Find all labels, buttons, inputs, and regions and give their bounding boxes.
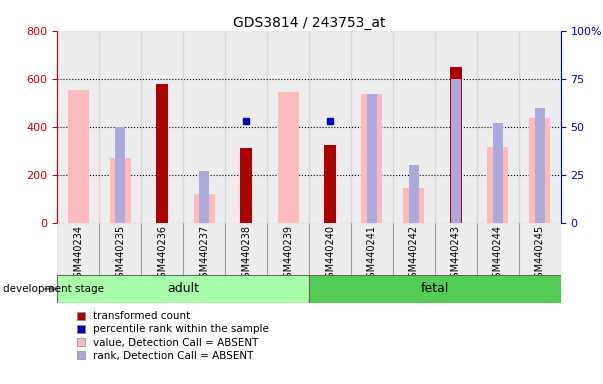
Bar [535, 108, 545, 223]
Bar [183, 31, 225, 223]
Bar [225, 223, 267, 275]
Bar [409, 165, 419, 223]
Bar [450, 67, 462, 223]
Bar [115, 127, 125, 223]
Text: GSM440243: GSM440243 [451, 225, 461, 284]
Bar [519, 223, 561, 275]
Text: fetal: fetal [421, 283, 449, 295]
Text: GSM440238: GSM440238 [241, 225, 251, 284]
Bar [183, 223, 225, 275]
Text: development stage: development stage [3, 284, 104, 294]
Legend: transformed count, percentile rank within the sample, value, Detection Call = AB: transformed count, percentile rank withi… [72, 307, 273, 365]
Bar [487, 147, 508, 223]
Text: GSM440244: GSM440244 [493, 225, 503, 284]
Text: GSM440236: GSM440236 [157, 225, 167, 284]
Bar [493, 123, 503, 223]
Text: GSM440234: GSM440234 [73, 225, 83, 284]
Bar [199, 171, 209, 223]
Text: GSM440245: GSM440245 [535, 225, 545, 285]
Bar [529, 118, 551, 223]
Bar [361, 94, 382, 223]
Bar [240, 148, 253, 223]
Bar [57, 31, 99, 223]
Bar [367, 94, 377, 223]
Text: GSM440242: GSM440242 [409, 225, 419, 285]
Text: GSM440241: GSM440241 [367, 225, 377, 284]
Bar [403, 188, 425, 223]
Bar [267, 223, 309, 275]
Text: GSM440235: GSM440235 [115, 225, 125, 285]
Bar [267, 31, 309, 223]
Title: GDS3814 / 243753_at: GDS3814 / 243753_at [233, 16, 385, 30]
Bar [435, 223, 477, 275]
Bar [309, 275, 561, 303]
Bar [277, 92, 298, 223]
Bar [99, 223, 141, 275]
Text: GSM440240: GSM440240 [325, 225, 335, 284]
Bar [110, 158, 131, 223]
Bar [477, 31, 519, 223]
Text: GSM440239: GSM440239 [283, 225, 293, 284]
Bar [99, 31, 141, 223]
Bar [156, 84, 168, 223]
Bar [351, 223, 393, 275]
Bar [435, 31, 477, 223]
Bar [57, 223, 99, 275]
Bar [68, 89, 89, 223]
Bar [309, 223, 351, 275]
Bar [450, 79, 461, 223]
Text: GSM440237: GSM440237 [199, 225, 209, 285]
Bar [324, 145, 336, 223]
Bar [309, 31, 351, 223]
Text: adult: adult [167, 283, 199, 295]
Bar [519, 31, 561, 223]
Bar [194, 194, 215, 223]
Bar [393, 31, 435, 223]
Bar [477, 223, 519, 275]
Bar [57, 275, 309, 303]
Bar [141, 223, 183, 275]
Bar [225, 31, 267, 223]
Bar [393, 223, 435, 275]
Bar [351, 31, 393, 223]
Bar [141, 31, 183, 223]
